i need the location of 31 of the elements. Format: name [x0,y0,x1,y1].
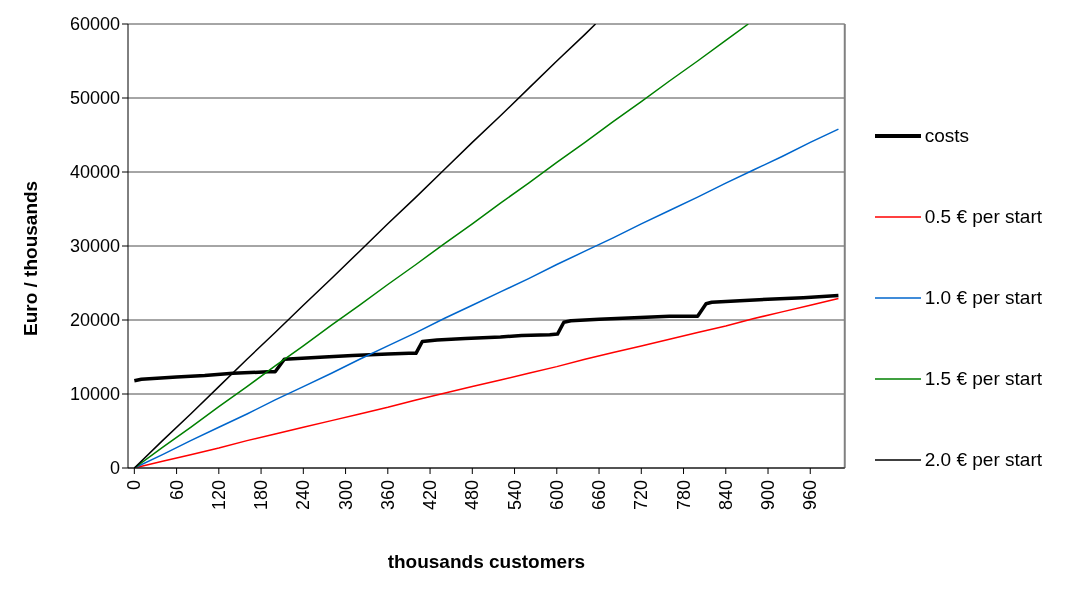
legend-label: costs [924,125,970,147]
x-axis-title: thousands customers [387,551,586,572]
legend-label: 1.5 € per start [924,368,1042,390]
legend-label: 1.0 € per start [924,287,1042,309]
y-tick-label: 60000 [69,14,120,35]
x-tick-label: 240 [293,480,314,511]
x-tick-label: 0 [124,480,145,491]
x-tick-label: 180 [251,480,272,511]
y-tick-label: 40000 [69,162,120,183]
y-tick-label: 0 [109,458,120,479]
x-tick-label: 960 [800,480,821,511]
x-tick-label: 660 [589,480,610,511]
legend-label: 2.0 € per start [924,449,1042,471]
x-tick-label: 360 [377,480,398,511]
x-tick-label: 420 [420,480,441,511]
y-tick-label: 30000 [69,236,120,257]
y-tick-label: 50000 [69,88,120,109]
x-tick-label: 120 [208,480,229,511]
x-tick-label: 840 [715,480,736,511]
y-axis-title: Euro / thousands [19,180,41,336]
x-tick-label: 720 [631,480,652,511]
legend-label: 0.5 € per start [924,206,1042,228]
x-tick-label: 480 [462,480,483,511]
x-tick-label: 540 [504,480,525,511]
x-tick-label: 600 [546,480,567,511]
x-tick-label: 900 [758,480,779,511]
y-tick-label: 10000 [69,384,120,405]
x-tick-label: 780 [673,480,694,511]
y-tick-label: 20000 [69,310,120,331]
x-tick-label: 300 [335,480,356,511]
x-tick-label: 60 [166,480,187,501]
